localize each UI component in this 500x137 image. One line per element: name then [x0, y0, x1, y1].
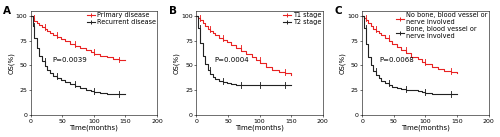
- X-axis label: Time(months): Time(months): [70, 125, 118, 131]
- Text: P=0.0039: P=0.0039: [53, 58, 88, 63]
- X-axis label: Time(months): Time(months): [235, 125, 284, 131]
- Y-axis label: OS(%): OS(%): [8, 52, 14, 74]
- Y-axis label: OS(%): OS(%): [174, 52, 180, 74]
- Legend: Primary disease, Recurrent disease: Primary disease, Recurrent disease: [86, 12, 156, 26]
- Text: P=0.0004: P=0.0004: [214, 58, 248, 63]
- Text: A: A: [3, 6, 11, 16]
- Text: B: B: [168, 6, 176, 16]
- Text: C: C: [334, 6, 342, 16]
- X-axis label: Time(months): Time(months): [401, 125, 450, 131]
- Y-axis label: OS(%): OS(%): [339, 52, 345, 74]
- Text: P=0.0068: P=0.0068: [380, 58, 414, 63]
- Legend: T1 stage, T2 stage: T1 stage, T2 stage: [282, 12, 322, 26]
- Legend: No bone, blood vessel or
nerve involved, Bone, blood vessel or
nerve involved: No bone, blood vessel or nerve involved,…: [396, 12, 488, 40]
